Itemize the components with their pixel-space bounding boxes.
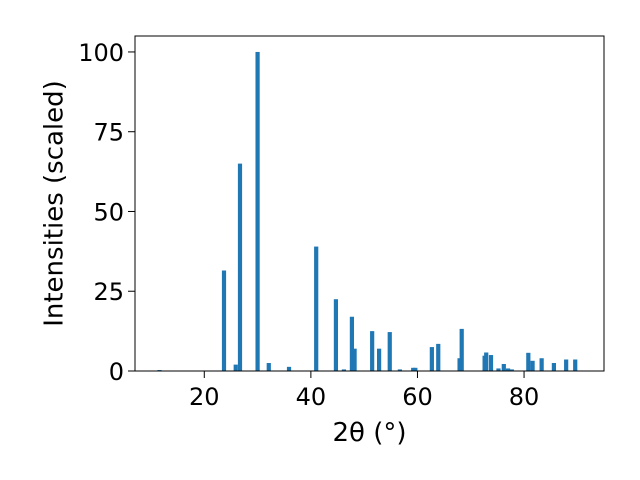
bar <box>413 367 418 371</box>
bar <box>484 352 489 371</box>
bar <box>436 343 441 371</box>
y-tick-label: 50 <box>93 198 124 226</box>
bar <box>496 368 501 371</box>
y-tick-label: 75 <box>93 119 124 147</box>
y-ticks: 0 25 50 75 100 <box>78 39 135 386</box>
bar <box>488 355 494 371</box>
bar <box>286 366 292 371</box>
bar <box>501 363 506 371</box>
x-tick-label: 20 <box>189 383 220 411</box>
bar <box>564 359 569 371</box>
x-tick-label: 60 <box>402 383 433 411</box>
bar <box>397 369 402 371</box>
bar <box>352 348 357 371</box>
y-tick-label: 100 <box>78 39 124 67</box>
bar <box>509 369 514 371</box>
x-tick-label: 40 <box>296 383 327 411</box>
bar <box>370 331 375 371</box>
bar <box>539 358 544 371</box>
bar <box>349 316 355 371</box>
bar <box>526 352 531 371</box>
bar <box>457 358 462 371</box>
bar <box>237 163 243 371</box>
bar <box>333 299 339 371</box>
x-tick-label: 80 <box>509 383 540 411</box>
bar <box>255 51 260 371</box>
bar <box>429 347 434 371</box>
bar <box>530 360 535 371</box>
bar <box>341 369 347 371</box>
bar <box>221 270 227 371</box>
bar <box>376 348 382 371</box>
bar <box>233 364 238 371</box>
y-axis-label: Intensities (scaled) <box>40 80 70 327</box>
bar <box>505 368 511 371</box>
bar-series <box>157 51 578 371</box>
plot-frame <box>134 35 605 372</box>
bar <box>459 328 464 371</box>
y-tick-label: 25 <box>93 278 124 306</box>
bar <box>573 359 578 371</box>
bar <box>314 246 319 371</box>
bar <box>551 363 556 371</box>
x-axis-label: 2θ (°) <box>332 418 406 448</box>
x-ticks: 20 40 60 80 <box>189 371 539 411</box>
bar <box>266 363 271 371</box>
bar <box>387 332 392 371</box>
bar <box>411 367 416 371</box>
y-tick-label: 0 <box>109 358 124 386</box>
